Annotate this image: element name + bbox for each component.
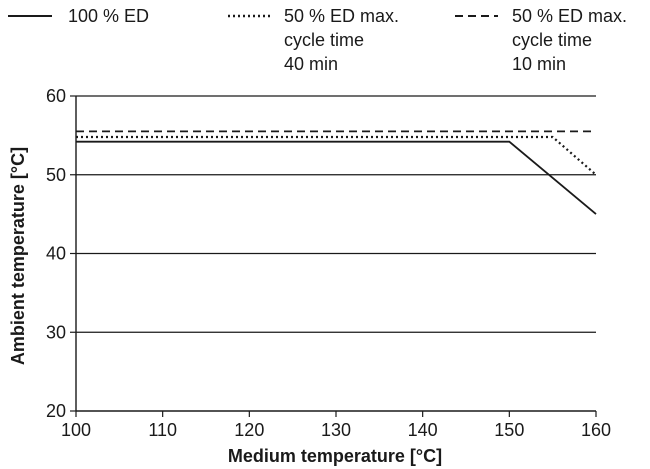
- x-tick-label-100: 100: [61, 420, 91, 440]
- legend-label-3-line-2: cycle time: [512, 30, 592, 50]
- legend-label-3-line-1: 50 % ED max.: [512, 6, 627, 26]
- x-axis-title: Medium temperature [°C]: [228, 446, 442, 466]
- legend-label-2-line-1: 50 % ED max.: [284, 6, 399, 26]
- series-line-1-solid: [76, 140, 597, 215]
- axes: [70, 95, 597, 417]
- legend-entry-3: 50 % ED max. cycle time 10 min: [455, 6, 627, 74]
- legend-label-2-line-2: cycle time: [284, 30, 364, 50]
- x-tick-label-140: 140: [408, 420, 438, 440]
- x-tick-label-150: 150: [494, 420, 524, 440]
- y-tick-label-50: 50: [46, 165, 66, 185]
- legend-entry-2: 50 % ED max. cycle time 40 min: [228, 6, 399, 74]
- gridlines: [76, 95, 596, 333]
- legend-entry-1: 100 % ED: [8, 6, 149, 26]
- y-tick-label-20: 20: [46, 401, 66, 421]
- x-tick-label-110: 110: [148, 420, 177, 440]
- series-line-2-dotted: [76, 135, 597, 176]
- y-axis-title: Ambient temperature [°C]: [8, 147, 28, 365]
- y-tick-label-30: 30: [46, 322, 66, 342]
- legend-label-1-line-1: 100 % ED: [68, 6, 149, 26]
- y-tick-label-60: 60: [46, 86, 66, 106]
- series-layer: [76, 130, 597, 215]
- y-tick-label-40: 40: [46, 244, 66, 264]
- x-tick-label-120: 120: [234, 420, 264, 440]
- x-tick-label-160: 160: [581, 420, 611, 440]
- legend-label-3-line-3: 10 min: [512, 54, 566, 74]
- legend-label-2-line-3: 40 min: [284, 54, 338, 74]
- x-tick-label-130: 130: [321, 420, 351, 440]
- tick-labels: 20 30 40 50 60 100 110 120 130 140 150 160: [46, 86, 611, 440]
